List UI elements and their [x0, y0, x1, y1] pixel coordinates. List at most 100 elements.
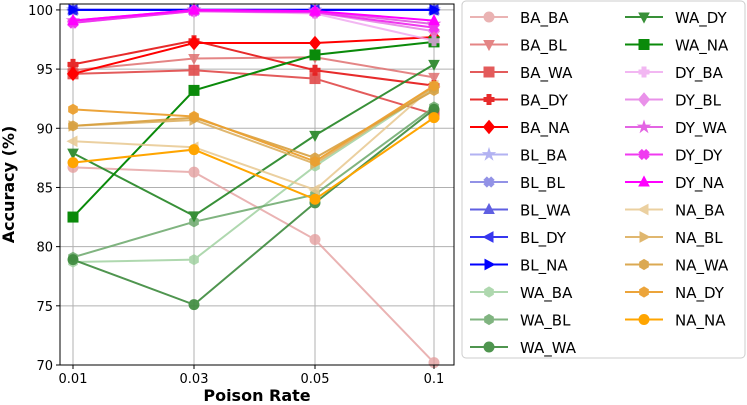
legend-item: [470, 94, 508, 105]
data-point: [189, 254, 199, 266]
legend-label: NA_BA: [675, 202, 725, 221]
y-tick-label: 70: [36, 359, 53, 374]
data-point: [188, 3, 200, 15]
legend-item: [625, 39, 663, 50]
series-na-na: [67, 112, 440, 205]
legend-item: [625, 258, 663, 271]
legend-label: BL_BA: [520, 147, 567, 166]
y-tick-label: 75: [36, 300, 53, 315]
y-axis-ticks: 70 75 80 85 90 95 100: [28, 4, 60, 374]
legend: BA_BA BA_BL BA_WA BA_DY BA_NA BL_BA BL_BL BL_WA…: [461, 0, 746, 359]
series-wa-bl: [68, 101, 439, 263]
legend-item: [625, 92, 663, 107]
series-line: [72, 10, 435, 29]
series-line: [72, 84, 435, 163]
legend-label: BA_DY: [520, 92, 569, 111]
plot-frame: [59, 3, 455, 366]
series-ba-ba: [67, 161, 440, 369]
data-point: [187, 35, 201, 51]
series-line: [72, 8, 435, 22]
series-dy-na: [67, 3, 440, 26]
data-point: [67, 254, 79, 266]
data-point: [188, 53, 200, 66]
legend-marker: [638, 314, 650, 325]
x-tick-label: 0.05: [301, 372, 330, 387]
data-point: [188, 299, 200, 311]
data-point: [188, 84, 200, 96]
x-axis-ticks: 0.01 0.03 0.05 0.1: [59, 365, 445, 387]
data-point: [68, 120, 78, 132]
legend-marker-shape: [638, 148, 650, 161]
legend-label: DY_BL: [675, 92, 722, 111]
legend-label: DY_WA: [675, 119, 727, 138]
data-point: [309, 49, 321, 61]
legend-item: [470, 11, 508, 23]
series-lines: [65, 2, 442, 369]
legend-item: [625, 286, 663, 298]
legend-item: [625, 314, 663, 325]
data-point: [309, 130, 321, 142]
series-line: [72, 86, 435, 165]
legend-label: WA_BA: [520, 284, 573, 303]
y-tick-label: 85: [36, 181, 53, 196]
legend-label: BL_DY: [520, 229, 567, 248]
data-point: [309, 4, 321, 16]
data-point: [309, 193, 321, 205]
legend-label: BL_NA: [520, 257, 568, 276]
legend-item: [470, 286, 508, 298]
legend-marker: [483, 66, 495, 78]
data-point: [66, 66, 80, 82]
x-axis-label: Poison Rate: [203, 386, 310, 405]
data-point: [310, 155, 320, 167]
data-point: [308, 183, 320, 196]
legend-marker: [482, 231, 494, 243]
legend-item: [625, 148, 663, 161]
legend-item: [470, 176, 508, 188]
legend-item: [625, 119, 663, 134]
legend-marker: [638, 12, 650, 24]
legend-label: BA_NA: [520, 119, 570, 138]
legend-item: [470, 313, 508, 326]
data-point: [67, 148, 79, 160]
data-point: [428, 72, 440, 84]
data-point: [67, 157, 79, 169]
data-point: [68, 4, 80, 16]
y-tick-label: 100: [28, 4, 53, 19]
legend-marker: [483, 202, 495, 214]
legend-marker: [484, 313, 494, 326]
series-wa-dy: [67, 59, 440, 223]
x-tick-label: 0.1: [424, 372, 445, 387]
legend-item: [625, 66, 663, 78]
data-point: [428, 35, 440, 47]
legend-item: [625, 12, 663, 24]
legend-marker: [483, 11, 495, 23]
legend-marker: [483, 94, 495, 105]
legend-item: [470, 231, 508, 243]
legend-item: [470, 146, 508, 161]
legend-marker: [636, 119, 652, 134]
data-point: [428, 112, 440, 124]
legend-item: [470, 66, 508, 78]
series-line: [72, 166, 435, 364]
legend-label: BA_WA: [520, 64, 573, 83]
data-point: [67, 211, 79, 223]
series-line: [72, 56, 435, 79]
data-point: [66, 135, 78, 148]
legend-marker: [483, 341, 495, 353]
x-tick-label: 0.01: [59, 372, 88, 387]
data-point: [188, 144, 200, 156]
legend-marker-shape: [483, 176, 495, 188]
legend-label: DY_BA: [675, 64, 724, 83]
series-na-dy: [68, 80, 439, 167]
data-point: [68, 103, 78, 115]
legend-item: [470, 119, 508, 135]
x-tick-label: 0.03: [180, 372, 209, 387]
data-point: [189, 110, 199, 123]
legend-marker: [638, 148, 650, 161]
legend-marker: [639, 286, 649, 298]
legend-label: DY_DY: [675, 147, 723, 166]
legend-marker: [639, 231, 651, 243]
legend-marker: [639, 258, 649, 271]
legend-marker: [482, 119, 496, 135]
legend-label: BA_BA: [520, 9, 569, 28]
